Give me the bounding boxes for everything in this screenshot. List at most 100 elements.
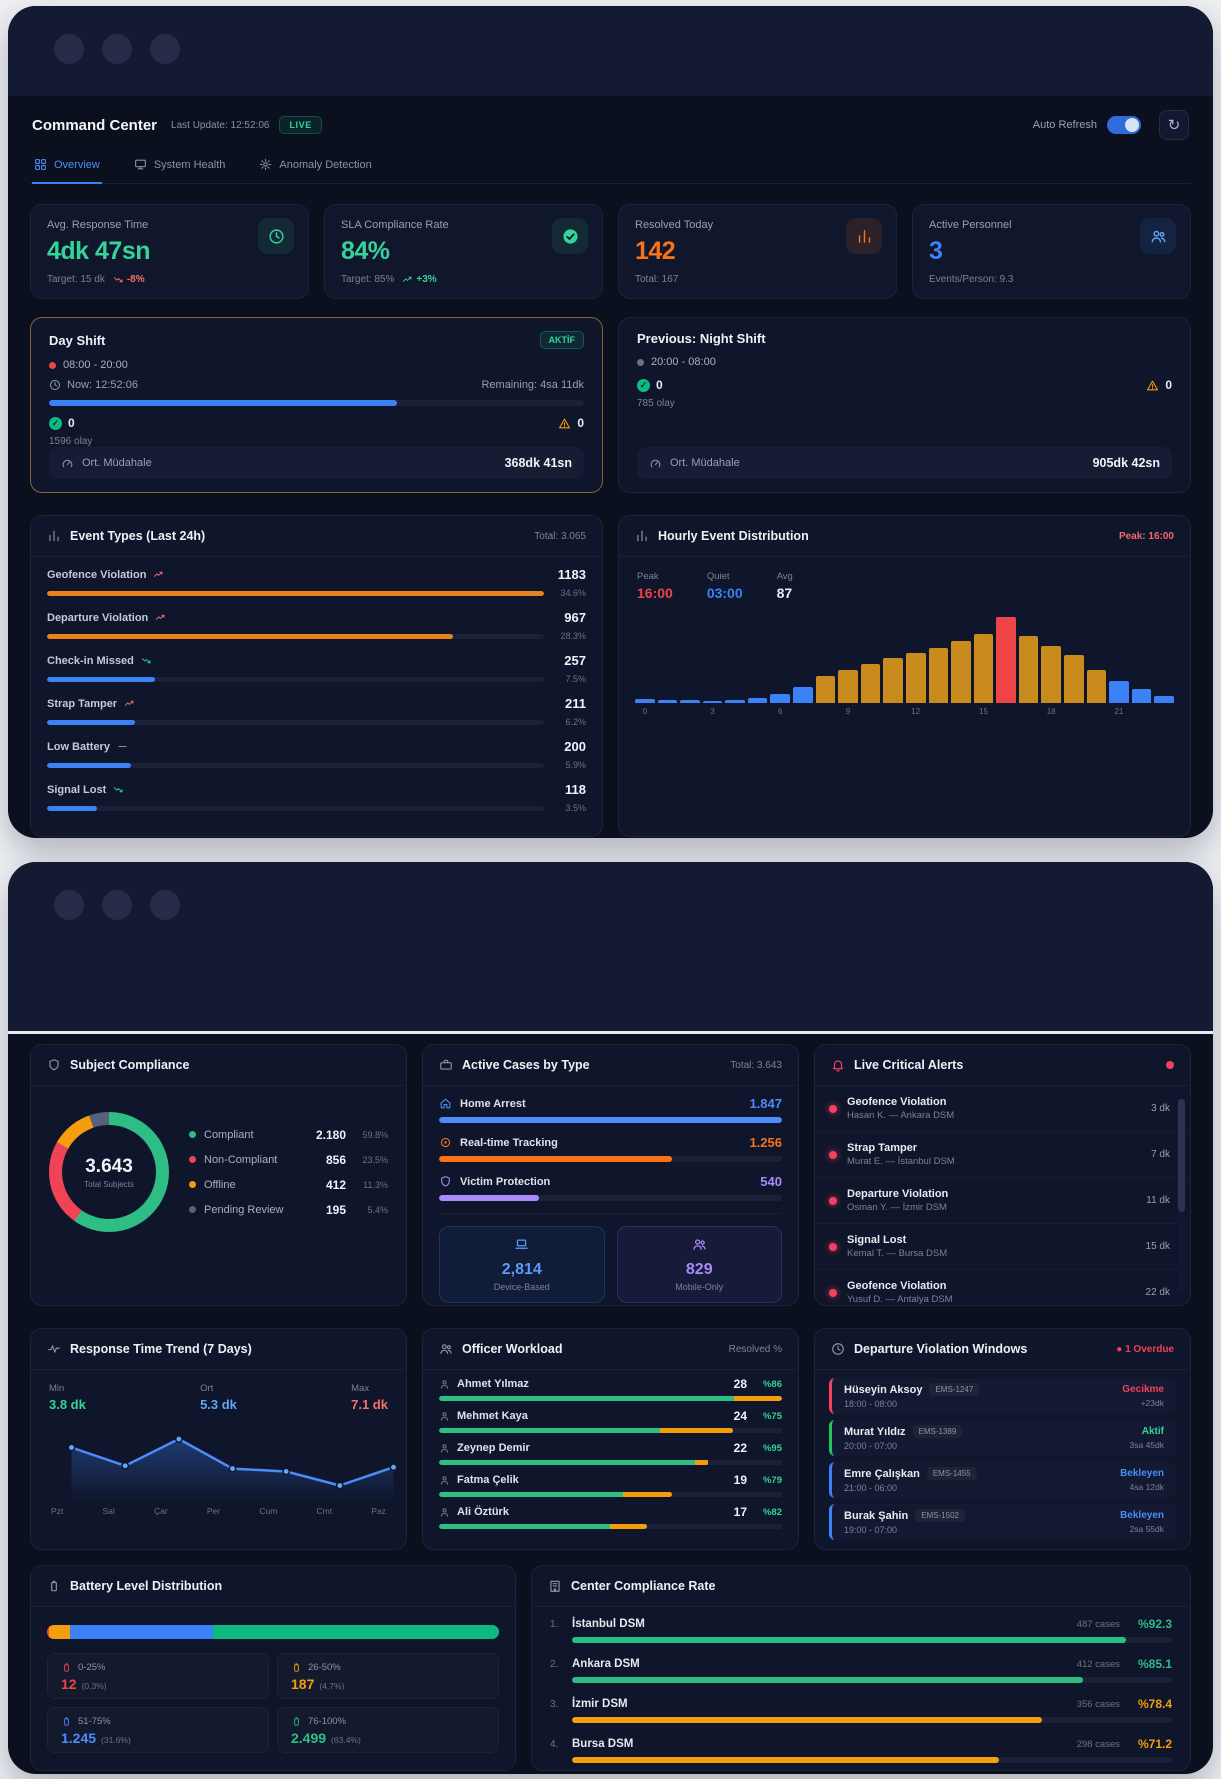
trend-flat-icon [117,741,128,752]
hour-bar-7[interactable] [793,687,813,703]
hour-bar-10[interactable] [860,664,881,703]
battery-range-pct: (4.7%) [319,1681,345,1691]
window-dot[interactable] [54,34,84,64]
window-dot[interactable] [102,34,132,64]
alert-title: Geofence Violation [847,1096,947,1108]
center-pct: %71.2 [1137,1737,1172,1751]
alerts-scrollbar[interactable] [1178,1099,1185,1293]
hourly-stat-label: Avg [776,571,793,582]
hour-bar-3[interactable] [702,701,723,703]
hour-bar-12[interactable] [905,652,926,703]
warning-icon [558,417,571,430]
hourly-stats: Peak 16:00 Quiet 03:00 Avg 87 [619,557,1190,601]
officer-row[interactable]: Ali Öztürk 17 %82 [423,1498,798,1530]
hour-bar-5[interactable] [747,697,768,703]
event-type-row[interactable]: Low Battery 200 5.9% [31,729,602,772]
tab-overview[interactable]: Overview [32,150,102,184]
hour-bar-8[interactable] [815,675,836,703]
event-type-row[interactable]: Departure Violation 967 28.3% [31,600,602,643]
hour-bar-16[interactable] [996,617,1016,703]
alert-row[interactable]: Strap Tamper Murat E. — İstanbul DSM 7 dk [815,1132,1190,1178]
hour-bar-14[interactable] [951,641,971,703]
violation-window-row[interactable]: Burak Şahin EMS-1502 19:00 - 07:00 Bekleyen… [829,1504,1176,1540]
violation-window-row[interactable]: Hüseyin Aksoy EMS-1247 18:00 - 08:00 Gecikm… [829,1378,1176,1414]
hour-bar-2[interactable] [680,700,700,703]
hour-bar-13[interactable] [928,647,949,703]
hour-bar-15[interactable] [973,634,994,703]
window-time-range: 21:00 - 06:00 [844,1483,898,1493]
tab-system-health[interactable]: System Health [132,150,228,184]
alert-dot [829,1242,837,1251]
event-type-row[interactable]: Signal Lost 118 3.5% [31,772,602,815]
center-name: Bursa DSM [572,1738,634,1750]
alert-row[interactable]: Signal Lost Kemal T. — Bursa DSM 15 dk [815,1224,1190,1270]
hour-bar-17[interactable] [1018,635,1039,703]
violation-window-row[interactable]: Emre Çalışkan EMS-1455 21:00 - 06:00 Bekley… [829,1462,1176,1498]
battery-icon [291,1662,302,1673]
hourly-distribution-panel: Hourly Event Distribution Peak: 16:00 Pe… [618,515,1191,837]
alert-row[interactable]: Geofence Violation Hasan K. — Ankara DSM 3… [815,1086,1190,1132]
monitor-icon [134,158,147,171]
battery-bar-segment [47,1625,49,1639]
center-row[interactable]: 1. İstanbul DSM 487 cases %92.3 [532,1609,1190,1649]
window-dot[interactable] [54,890,84,920]
officer-row[interactable]: Zeynep Demir 22 %95 [423,1434,798,1466]
bell-icon [831,1058,845,1072]
window-duration: 4sa 12dk [1129,1482,1165,1492]
hour-bar-0[interactable] [635,699,655,703]
hour-bar-18[interactable] [1041,646,1061,703]
center-row[interactable]: 4. Bursa DSM 298 cases %71.2 [532,1729,1190,1769]
officer-row[interactable]: Ahmet Yılmaz 28 %86 [423,1370,798,1402]
refresh-button[interactable]: ↻ [1159,110,1189,140]
hour-bar-22[interactable] [1131,689,1152,703]
battery-bar-segment [212,1625,499,1639]
event-type-row[interactable]: Strap Tamper 211 6.2% [31,686,602,729]
alert-row[interactable]: Departure Violation Osman Y. — İzmir DSM 1… [815,1178,1190,1224]
center-bar [572,1717,1043,1723]
grid-icon [34,158,47,171]
shift-remaining: Remaining: 4sa 11dk [481,379,584,391]
center-row[interactable]: 3. İzmir DSM 356 cases %78.4 [532,1689,1190,1729]
hour-tick: 6 [778,707,783,716]
tab-anomaly-detection[interactable]: Anomaly Detection [257,150,373,184]
event-type-bar [47,719,136,725]
window-dot[interactable] [102,890,132,920]
hour-bar-19[interactable] [1063,655,1084,703]
hour-bar-21[interactable] [1109,680,1129,703]
shift-time-range: 08:00 - 20:00 [49,359,584,371]
window-dot[interactable] [150,34,180,64]
users-icon [439,1342,453,1356]
window-dot[interactable] [150,890,180,920]
trend-up-icon [124,698,135,709]
alert-row[interactable]: Geofence Violation Yusuf D. — Antalya DSM… [815,1270,1190,1305]
hour-tick [1019,707,1039,716]
violation-window-row[interactable]: Murat Yıldız EMS-1389 20:00 - 07:00 Aktif 3s… [829,1420,1176,1456]
event-type-row[interactable]: Geofence Violation 1183 34.6% [31,557,602,600]
hour-bar-1[interactable] [657,700,678,703]
subject-name: Hüseyin Aksoy EMS-1247 [844,1383,980,1396]
shift-resolved-count: ✓ 0 [49,416,75,430]
check-circle-icon: ✓ [637,378,650,392]
shield-icon [47,1058,61,1072]
hour-bar-4[interactable] [725,700,745,703]
center-row[interactable]: 2. Ankara DSM 412 cases %85.1 [532,1649,1190,1689]
auto-refresh-toggle[interactable] [1107,116,1141,134]
event-type-row[interactable]: Check-in Missed 257 7.5% [31,643,602,686]
hour-bar-11[interactable] [883,658,903,703]
shift-card: Previous: Night Shift 20:00 - 08:00 ✓ 0 0 785… [618,317,1191,493]
hour-tick [1064,707,1084,716]
hour-bar-23[interactable] [1154,695,1174,703]
battery-range-label: 76-100% [308,1716,347,1727]
battery-stacked-bar [47,1625,499,1639]
hour-bar-20[interactable] [1086,670,1107,703]
officer-row[interactable]: Mehmet Kaya 24 %75 [423,1402,798,1434]
laptop-icon [514,1237,529,1252]
center-pct: %85.1 [1137,1657,1172,1671]
critical-alerts-panel: Live Critical Alerts Geofence Violation H… [814,1044,1191,1306]
clock-icon [268,228,285,245]
hour-bar-9[interactable] [838,670,858,703]
officer-row[interactable]: Fatma Çelik 19 %79 [423,1466,798,1498]
event-type-bar [47,633,454,639]
hour-bar-6[interactable] [770,694,791,703]
legend-label: Pending Review [204,1203,284,1216]
